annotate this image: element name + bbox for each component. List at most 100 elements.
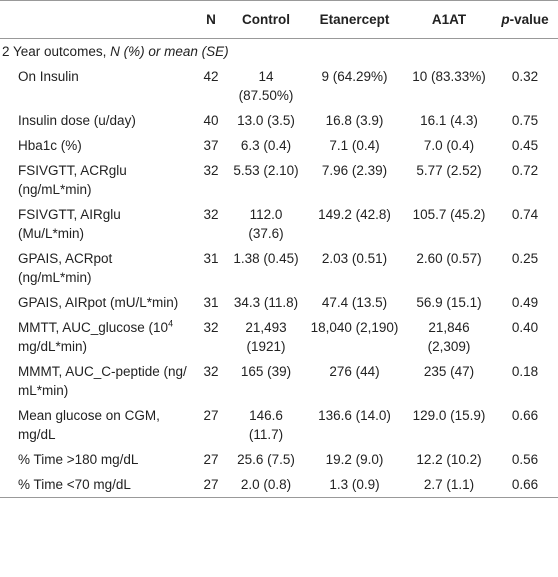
- cell-etanercept: 18,040 (2,190): [310, 320, 399, 335]
- section-row: 2 Year outcomes, N (%) or mean (SE): [0, 39, 558, 65]
- text-part: 4: [168, 318, 174, 329]
- cell-n: 40: [203, 113, 219, 128]
- cell-a1at: 7.0 (0.4): [423, 138, 475, 153]
- table-row: On Insulin 42 14 (87.50%) 9 (64.29%) 10 (83.…: [0, 64, 558, 108]
- column-header: A1AT: [406, 0, 492, 39]
- cell-a1at: 2.7 (1.1): [406, 472, 492, 498]
- cell-control: 13.0 (3.5): [237, 113, 295, 128]
- text-part: mg/dL*min): [18, 339, 88, 354]
- cell-n: 27: [203, 452, 219, 467]
- cell-p: 0.66: [511, 408, 539, 423]
- table-row: MMMT, AUC_C-peptide (ng/ mL*min) 32 165 (3…: [0, 359, 558, 403]
- cell-etanercept: 2.03 (0.51): [321, 251, 388, 266]
- cell-control: 1.38 (0.45): [233, 251, 299, 266]
- table-row: FSIVGTT, AIRglu (Mu/L*min) 32 112.0 (37.6)…: [0, 202, 558, 246]
- column-header: [0, 0, 193, 39]
- cell-p: 0.25: [511, 251, 539, 266]
- column-header: p-value: [492, 0, 558, 39]
- section-label: 2 Year outcomes, N (%) or mean (SE): [0, 39, 558, 65]
- table-row: % Time <70 mg/dL 27 2.0 (0.8) 1.3 (0.9) 2.7 …: [0, 472, 558, 498]
- cell-a1at: 129.0 (15.9): [412, 408, 486, 423]
- row-label: FSIVGTT, ACRglu (ng/mL*min): [18, 163, 127, 197]
- table-body: 2 Year outcomes, N (%) or mean (SE) On In…: [0, 39, 558, 498]
- cell-p: 0.75: [511, 113, 539, 128]
- cell-etanercept: 136.6 (14.0): [318, 408, 391, 423]
- row-label: Mean glucose on CGM, mg/dL: [18, 408, 160, 442]
- cell-n: 37: [203, 138, 219, 153]
- cell-etanercept: 1.3 (0.9): [303, 472, 406, 498]
- cell-p: 0.72: [511, 163, 539, 178]
- cell-p: 0.18: [511, 364, 539, 379]
- cell-etanercept: 7.1 (0.4): [329, 138, 380, 153]
- cell-etanercept: 7.96 (2.39): [321, 163, 388, 178]
- cell-control: 5.53 (2.10): [233, 163, 299, 178]
- cell-a1at: 5.77 (2.52): [416, 163, 482, 178]
- cell-n: 32: [203, 320, 219, 335]
- cell-etanercept: 276 (44): [329, 364, 380, 379]
- row-label: MMMT, AUC_C-peptide (ng/ mL*min): [18, 364, 187, 398]
- row-label: % Time >180 mg/dL: [18, 452, 139, 467]
- column-header: Control: [229, 0, 303, 39]
- cell-p: 0.56: [511, 452, 539, 467]
- table-header: N Control Etanercept A1AT p-value: [0, 0, 558, 39]
- table-row: GPAIS, ACRpot (ng/mL*min) 31 1.38 (0.45) 2.…: [0, 246, 558, 290]
- cell-control: 112.0 (37.6): [248, 207, 284, 241]
- cell-n: 31: [203, 251, 219, 266]
- cell-p: 0.66: [492, 472, 558, 498]
- row-label: GPAIS, AIRpot (mU/L*min): [18, 295, 179, 310]
- text-part: -value: [509, 12, 549, 27]
- cell-n: 32: [203, 163, 219, 178]
- row-label: Hba1c (%): [18, 138, 82, 153]
- column-header: N: [193, 0, 229, 39]
- text-part: MMTT, AUC_glucose (10: [18, 320, 169, 335]
- table-row: MMTT, AUC_glucose (104 mg/dL*min) 32 21,49…: [0, 315, 558, 359]
- cell-n: 42: [203, 69, 219, 84]
- cell-a1at: 105.7 (45.2): [412, 207, 486, 222]
- cell-a1at: 56.9 (15.1): [416, 295, 482, 310]
- cell-n: 27: [203, 408, 219, 423]
- table-row: % Time >180 mg/dL 27 25.6 (7.5) 19.2 (9.0) 1…: [0, 447, 558, 472]
- table-row: Mean glucose on CGM, mg/dL 27 146.6 (11.7)…: [0, 403, 558, 447]
- cell-p: 0.32: [511, 69, 539, 84]
- cell-etanercept: 19.2 (9.0): [325, 452, 384, 467]
- cell-p: 0.40: [511, 320, 539, 335]
- row-label: % Time <70 mg/dL: [0, 472, 193, 498]
- cell-control: 14 (87.50%): [238, 69, 294, 103]
- cell-n: 32: [203, 364, 219, 379]
- cell-control: 6.3 (0.4): [240, 138, 292, 153]
- cell-etanercept: 9 (64.29%): [321, 69, 388, 84]
- row-label: FSIVGTT, AIRglu (Mu/L*min): [18, 207, 121, 241]
- data-table: N Control Etanercept A1AT p-value 2 Year out…: [0, 0, 558, 498]
- cell-n: 27: [193, 472, 229, 498]
- row-label: MMTT, AUC_glucose (104 mg/dL*min): [0, 315, 193, 359]
- table-row: Insulin dose (u/day) 40 13.0 (3.5) 16.8 (3.…: [0, 108, 558, 133]
- cell-p: 0.45: [511, 138, 539, 153]
- column-header: Etanercept: [303, 0, 406, 39]
- cell-a1at: 235 (47): [423, 364, 475, 379]
- row-label: Insulin dose (u/day): [18, 113, 136, 128]
- cell-control: 2.0 (0.8): [229, 472, 303, 498]
- row-label: On Insulin: [18, 69, 79, 84]
- table-row: Hba1c (%) 37 6.3 (0.4) 7.1 (0.4) 7.0 (0.4) 0.…: [0, 133, 558, 158]
- cell-control: 165 (39): [240, 364, 292, 379]
- cell-a1at: 2.60 (0.57): [416, 251, 482, 266]
- header-row: N Control Etanercept A1AT p-value: [0, 0, 558, 39]
- table-row: FSIVGTT, ACRglu (ng/mL*min) 32 5.53 (2.10)…: [0, 158, 558, 202]
- row-label: GPAIS, ACRpot (ng/mL*min): [18, 251, 113, 285]
- cell-etanercept: 47.4 (13.5): [321, 295, 388, 310]
- cell-a1at: 10 (83.33%): [412, 69, 486, 84]
- cell-p: 0.74: [511, 207, 539, 222]
- cell-control: 21,493 (1921): [245, 320, 287, 354]
- cell-n: 32: [203, 207, 219, 222]
- cell-a1at: 12.2 (10.2): [416, 452, 482, 467]
- text-part: 2 Year outcomes,: [2, 44, 111, 59]
- table-row: GPAIS, AIRpot (mU/L*min) 31 34.3 (11.8) 47.…: [0, 290, 558, 315]
- cell-a1at: 16.1 (4.3): [420, 113, 478, 128]
- cell-p: 0.49: [511, 295, 539, 310]
- cell-a1at: 21,846 (2,309): [427, 320, 471, 354]
- cell-control: 34.3 (11.8): [233, 295, 299, 310]
- cell-etanercept: 149.2 (42.8): [318, 207, 391, 222]
- cell-etanercept: 16.8 (3.9): [325, 113, 384, 128]
- text-part: N (%) or mean (SE): [110, 44, 229, 59]
